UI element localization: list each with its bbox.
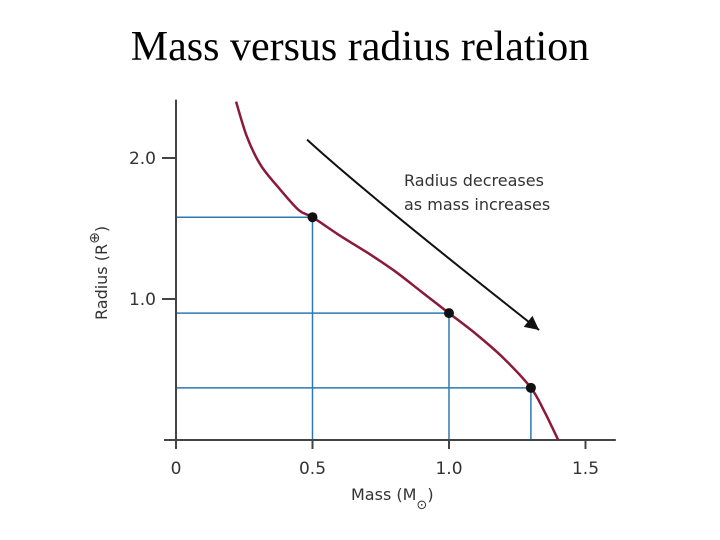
x-tick-label: 0 bbox=[171, 459, 182, 479]
page-title: Mass versus radius relation bbox=[130, 24, 590, 70]
y-axis-label-symbol: ⊕ bbox=[87, 232, 103, 244]
x-axis-label: Mass (M⊙) bbox=[351, 485, 434, 513]
annotation-arrow-head bbox=[523, 315, 540, 331]
data-point bbox=[307, 212, 318, 223]
x-tick-label: 1.0 bbox=[435, 459, 462, 479]
ticks: 0 0.5 1.0 1.5 1.0 2.0 bbox=[129, 149, 599, 479]
x-tick-label: 0.5 bbox=[299, 459, 326, 479]
x-axis-label-symbol: ⊙ bbox=[416, 498, 427, 513]
series bbox=[234, 101, 560, 441]
axes bbox=[164, 99, 616, 441]
annotation-line-1: Radius decreases bbox=[404, 171, 544, 190]
y-axis-label-close: ) bbox=[92, 226, 111, 232]
x-axis-label-text: Mass (M bbox=[351, 485, 416, 504]
data-point bbox=[444, 308, 454, 319]
data-points bbox=[307, 212, 536, 393]
annotation: Radius decreases as mass increases bbox=[306, 138, 550, 331]
y-tick-label: 1.0 bbox=[129, 290, 156, 310]
guide-lines bbox=[176, 216, 532, 440]
y-axis-label: Radius (R⊕) bbox=[87, 226, 111, 320]
mass-radius-curve bbox=[234, 101, 560, 441]
annotation-line-2: as mass increases bbox=[404, 195, 550, 214]
x-tick-label: 1.5 bbox=[572, 459, 599, 479]
x-axis-label-close: ) bbox=[427, 485, 433, 504]
y-axis-label-text: Radius (R bbox=[92, 244, 111, 320]
data-point bbox=[525, 382, 536, 393]
y-tick-label: 2.0 bbox=[129, 149, 156, 169]
annotation-arrow bbox=[306, 138, 540, 331]
